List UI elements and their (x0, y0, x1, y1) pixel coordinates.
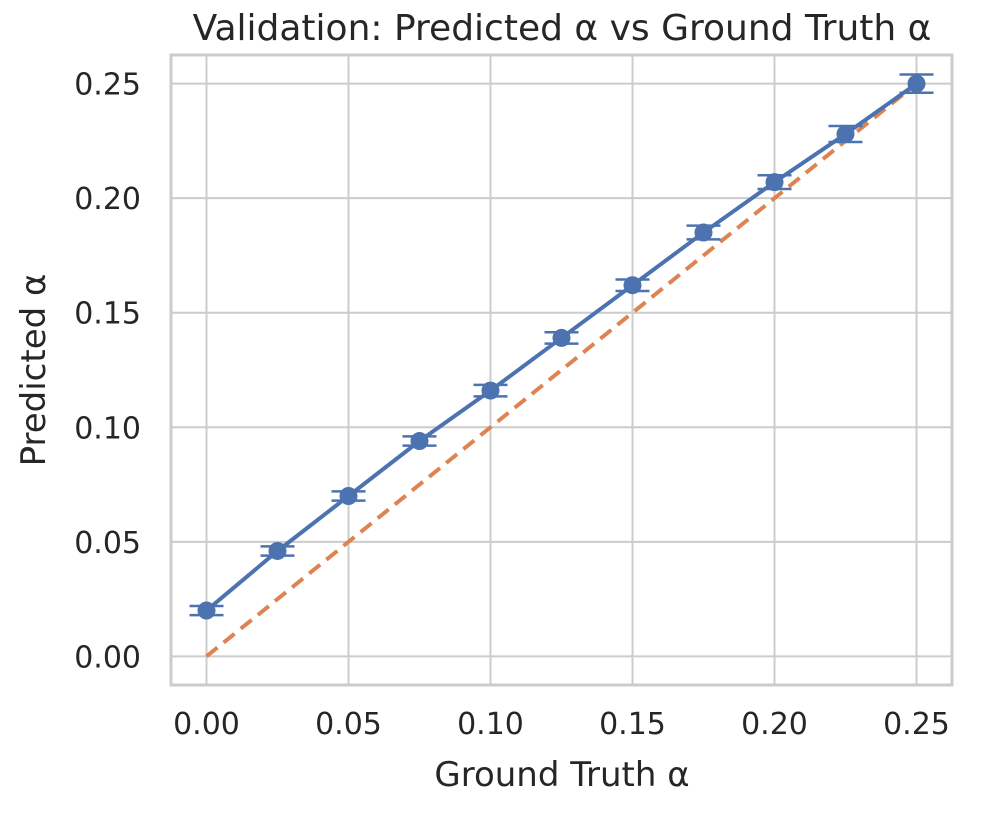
data-point (694, 223, 713, 242)
y-tick-label: 0.05 (74, 526, 141, 561)
x-tick-label: 0.15 (599, 707, 666, 742)
reference-dashed-line (205, 82, 918, 658)
y-tick-label: 0.20 (74, 182, 141, 217)
series-layer (189, 73, 934, 620)
x-tick-label: 0.00 (173, 707, 240, 742)
data-point (197, 601, 216, 620)
plot-frame (169, 53, 954, 687)
y-tick-label: 0.15 (74, 297, 141, 332)
x-tick-label: 0.10 (457, 707, 524, 742)
x-tick-label: 0.20 (741, 707, 808, 742)
series-line (205, 82, 918, 613)
data-point (481, 381, 500, 400)
data-point (765, 173, 784, 192)
x-axis-label: Ground Truth α (434, 755, 689, 795)
data-point (268, 541, 287, 560)
y-tick-label: 0.25 (74, 68, 141, 103)
x-tick-labels: 0.00 0.05 0.10 0.15 0.20 0.25 (173, 707, 950, 742)
y-tick-label: 0.10 (74, 411, 141, 446)
data-point (410, 432, 429, 451)
y-axis-label: Predicted α (14, 274, 54, 467)
y-tick-labels: 0.00 0.05 0.10 0.15 0.20 0.25 (74, 68, 141, 676)
x-tick-label: 0.05 (315, 707, 382, 742)
y-tick-label: 0.00 (74, 640, 141, 675)
chart-title: Validation: Predicted α vs Ground Truth … (193, 8, 932, 49)
data-point (907, 74, 926, 93)
data-point (339, 487, 358, 505)
reference-line-layer (205, 82, 918, 658)
grid (171, 55, 952, 685)
data-point (623, 276, 642, 295)
data-point (552, 328, 571, 347)
data-point (836, 125, 855, 144)
x-tick-label: 0.25 (883, 707, 950, 742)
